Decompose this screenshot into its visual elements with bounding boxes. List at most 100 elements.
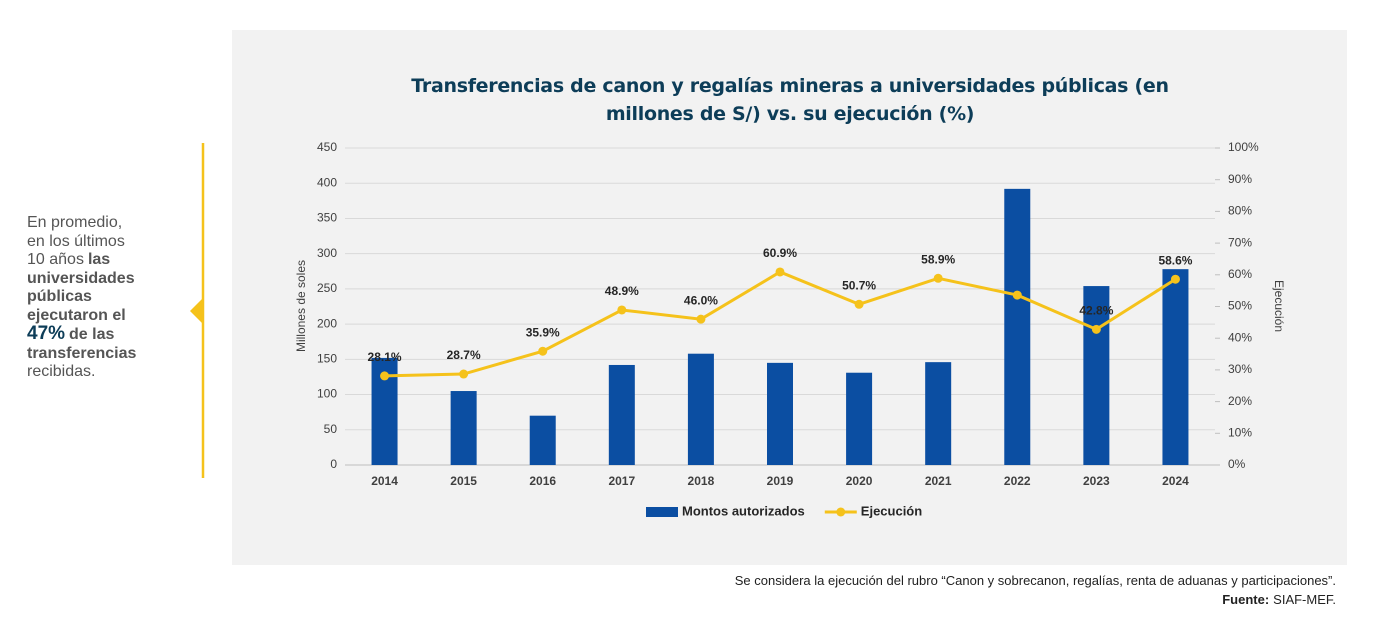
data-label: 58.6% bbox=[1158, 253, 1192, 267]
y-tick-label: 350 bbox=[317, 211, 337, 225]
text: públicas bbox=[27, 288, 92, 305]
bar bbox=[529, 415, 556, 465]
y2-tick-label: 60% bbox=[1228, 267, 1252, 281]
sidebar-line: 10 años las bbox=[27, 251, 136, 270]
source: Fuente: SIAF-MEF. bbox=[735, 590, 1336, 609]
point bbox=[775, 267, 785, 277]
y2-tick-label: 50% bbox=[1228, 299, 1252, 313]
data-label: 50.7% bbox=[842, 278, 876, 292]
y-tick-label: 300 bbox=[317, 246, 337, 260]
x-tick-label: 2021 bbox=[925, 474, 952, 488]
chart-title: Transferencias de canon y regalías miner… bbox=[411, 75, 1169, 125]
y-tick-label: 200 bbox=[317, 316, 337, 330]
y2-tick-label: 70% bbox=[1228, 235, 1252, 249]
sidebar-line: universidades bbox=[27, 270, 136, 289]
data-label: 28.1% bbox=[368, 350, 402, 364]
x-tick-label: 2019 bbox=[767, 474, 794, 488]
text: las bbox=[87, 251, 111, 268]
chart-panel bbox=[232, 30, 1347, 565]
point bbox=[459, 369, 469, 379]
y2-tick-label: 90% bbox=[1228, 172, 1252, 186]
y2-tick-label: 0% bbox=[1228, 457, 1246, 471]
x-tick-label: 2020 bbox=[846, 474, 873, 488]
bar bbox=[1083, 286, 1110, 465]
y2-tick-label: 80% bbox=[1228, 204, 1252, 218]
bar bbox=[846, 372, 873, 465]
accent-arrow bbox=[190, 298, 203, 324]
point bbox=[380, 371, 390, 381]
x-tick-label: 2024 bbox=[1162, 474, 1189, 488]
data-label: 28.7% bbox=[447, 348, 481, 362]
x-tick-label: 2016 bbox=[529, 474, 556, 488]
y2-tick-label: 100% bbox=[1228, 140, 1259, 154]
text: en los últimos bbox=[27, 232, 125, 250]
data-label: 60.9% bbox=[763, 246, 797, 260]
text: universidades bbox=[27, 269, 135, 287]
point bbox=[1012, 290, 1022, 300]
x-tick-label: 2022 bbox=[1004, 474, 1031, 488]
source-text: SIAF-MEF. bbox=[1273, 592, 1336, 607]
bar bbox=[1162, 269, 1189, 465]
note: Se considera la ejecución del rubro “Can… bbox=[734, 573, 1336, 588]
y-tick-label: 450 bbox=[317, 140, 337, 154]
legend-label: Montos autorizados bbox=[682, 503, 805, 518]
data-label: 42.8% bbox=[1079, 303, 1113, 317]
sidebar-line: En promedio, bbox=[27, 214, 136, 233]
highlight: 47% bbox=[27, 323, 66, 344]
y-tick-label: 400 bbox=[317, 175, 337, 189]
sidebar: En promedio, en los últimos 10 años las u… bbox=[27, 214, 136, 382]
bar bbox=[687, 353, 714, 465]
text: En promedio, bbox=[27, 214, 123, 231]
y2-tick-label: 10% bbox=[1228, 425, 1252, 439]
y2-tick-label: 20% bbox=[1228, 394, 1252, 408]
sidebar-line: públicas bbox=[27, 288, 136, 307]
y-tick-label: 0 bbox=[330, 457, 337, 471]
y-tick-label: 100 bbox=[317, 387, 337, 401]
bar bbox=[925, 362, 952, 465]
source-label: Fuente: bbox=[1222, 592, 1270, 607]
y-tick-label: 150 bbox=[317, 352, 337, 366]
text: 10 años bbox=[27, 251, 84, 268]
text: transferencias bbox=[27, 344, 137, 362]
legend-label: Ejecución bbox=[861, 503, 922, 518]
point bbox=[1091, 324, 1101, 334]
data-label: 35.9% bbox=[526, 325, 560, 339]
y2-axis-title: Ejecución bbox=[1272, 280, 1286, 332]
x-tick-label: 2017 bbox=[608, 474, 635, 488]
y-tick-label: 50 bbox=[324, 422, 338, 436]
sidebar-line: recibidas. bbox=[27, 363, 136, 382]
point bbox=[538, 346, 548, 356]
data-label: 58.9% bbox=[921, 252, 955, 266]
point bbox=[933, 273, 943, 283]
sidebar-line: 47% de las bbox=[27, 323, 136, 345]
y-axis-title: Millones de soles bbox=[294, 260, 308, 352]
x-tick-label: 2018 bbox=[688, 474, 715, 488]
sidebar-line: ejecutaron el bbox=[27, 307, 136, 326]
y2-tick-label: 30% bbox=[1228, 362, 1252, 376]
text: de las bbox=[69, 326, 115, 343]
bar bbox=[767, 362, 793, 465]
bar bbox=[450, 391, 477, 465]
legend-swatch bbox=[836, 507, 846, 517]
legend-swatch bbox=[646, 507, 678, 517]
point bbox=[617, 305, 627, 315]
x-tick-label: 2015 bbox=[450, 474, 477, 488]
text: recibidas. bbox=[27, 363, 96, 380]
point bbox=[854, 299, 864, 309]
data-label: 46.0% bbox=[684, 293, 718, 307]
sidebar-line: transferencias bbox=[27, 345, 136, 364]
y-tick-label: 250 bbox=[317, 281, 337, 295]
point bbox=[1170, 274, 1180, 284]
x-tick-label: 2023 bbox=[1083, 474, 1110, 488]
data-label: 48.9% bbox=[605, 284, 639, 298]
point bbox=[696, 314, 706, 324]
bar bbox=[608, 364, 635, 465]
text: ejecutaron el bbox=[27, 306, 126, 324]
footnote: Se considera la ejecución del rubro “Can… bbox=[735, 571, 1336, 609]
bar bbox=[1004, 188, 1031, 465]
x-tick-label: 2014 bbox=[371, 474, 398, 488]
y2-tick-label: 40% bbox=[1228, 330, 1252, 344]
sidebar-line: en los últimos bbox=[27, 233, 136, 252]
